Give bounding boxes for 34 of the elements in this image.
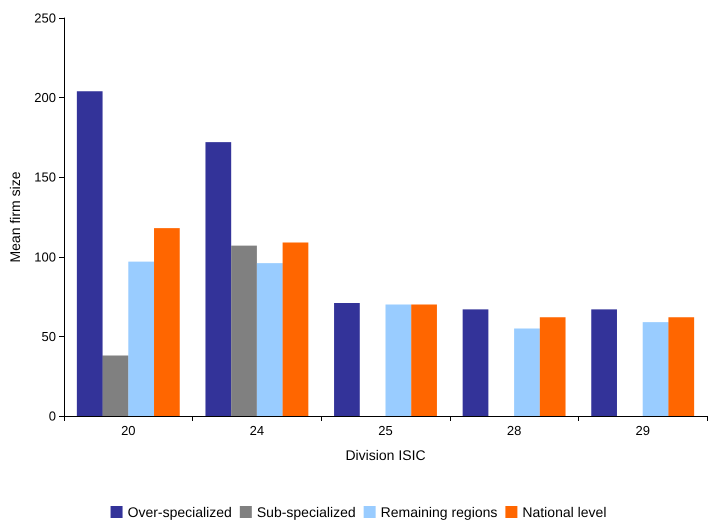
bar	[591, 309, 617, 416]
x-tick-label: 20	[121, 423, 136, 438]
legend-label: Sub-specialized	[256, 504, 356, 520]
bar	[154, 228, 180, 416]
legend-label: National level	[522, 504, 606, 520]
bar	[540, 317, 566, 416]
y-axis-title: Mean firm size	[7, 171, 23, 263]
y-tick-label: 150	[34, 170, 56, 185]
bar	[668, 317, 694, 416]
bar	[256, 263, 283, 416]
x-tick-label: 28	[506, 423, 522, 438]
bar	[642, 322, 668, 416]
x-tick-label: 25	[378, 423, 393, 438]
x-axis-title: Division ISIC	[345, 447, 426, 463]
bar	[386, 304, 412, 416]
bar	[205, 142, 232, 416]
bar	[514, 328, 540, 416]
y-tick-label: 200	[34, 90, 56, 106]
bar	[411, 304, 437, 416]
bar	[334, 302, 360, 416]
legend-label: Remaining regions	[380, 504, 498, 520]
bar	[462, 309, 488, 416]
y-tick-label: 50	[42, 328, 56, 344]
bar	[128, 262, 154, 416]
legend-label: Over-specialized	[128, 504, 232, 520]
bar	[76, 91, 103, 416]
x-tick-label: 24	[250, 423, 264, 438]
bar	[282, 242, 308, 416]
y-tick-label: 250	[34, 10, 56, 26]
y-tick-label: 100	[34, 249, 56, 264]
y-tick-label: 0	[48, 408, 56, 424]
bar	[231, 246, 257, 416]
bar	[102, 356, 128, 416]
x-tick-label: 29	[635, 423, 650, 438]
